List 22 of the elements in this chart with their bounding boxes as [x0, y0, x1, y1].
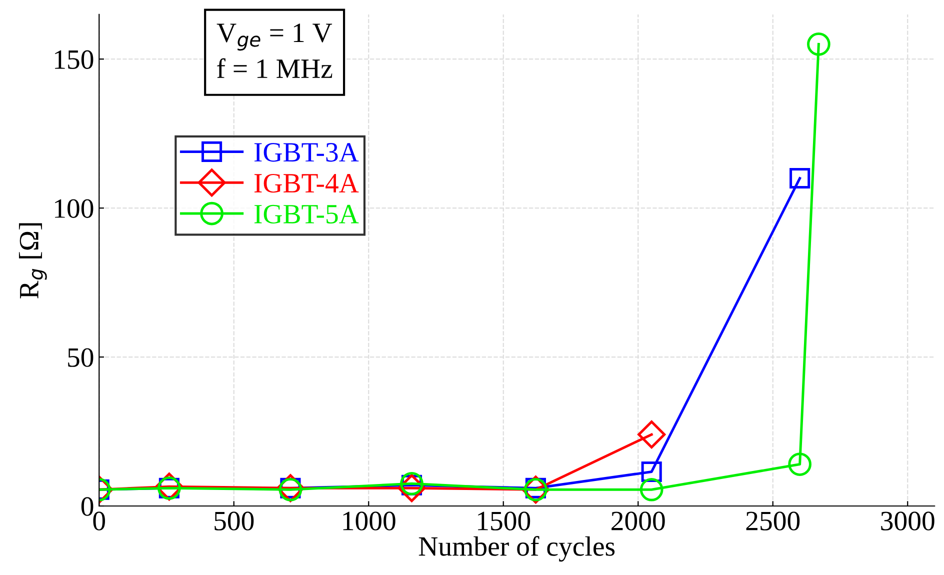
point: [640, 478, 664, 502]
legend-label: IGBT-3A: [254, 143, 359, 162]
y-tick-label: 0: [81, 497, 94, 516]
point: [807, 32, 830, 56]
x-tick-label: 2000: [612, 512, 665, 530]
annotation: V$_{ge}$ = 1 V f = 1 MHz: [216, 24, 332, 78]
legend-label: IGBT-5A: [254, 204, 359, 224]
legend-label: IGBT-4A: [254, 174, 359, 193]
x-tick-label: 1000: [343, 512, 396, 530]
y-axis-title: R$_{g}$ [Ω]: [18, 223, 47, 298]
x-tick-label: 2500: [746, 512, 800, 530]
y-tick-label: 50: [68, 348, 94, 367]
x-tick-label: 500: [214, 512, 254, 530]
y-tick-label: 150: [55, 50, 94, 69]
y-tick-label: 100: [55, 199, 94, 218]
x-tick-label: 0: [93, 512, 106, 530]
x-tick-label: 1500: [478, 512, 530, 530]
point: [790, 168, 810, 189]
point: [638, 420, 666, 449]
x-axis-title: Number of cycles: [418, 536, 615, 562]
x-tick-label: 3000: [881, 512, 934, 530]
point: [788, 452, 812, 476]
